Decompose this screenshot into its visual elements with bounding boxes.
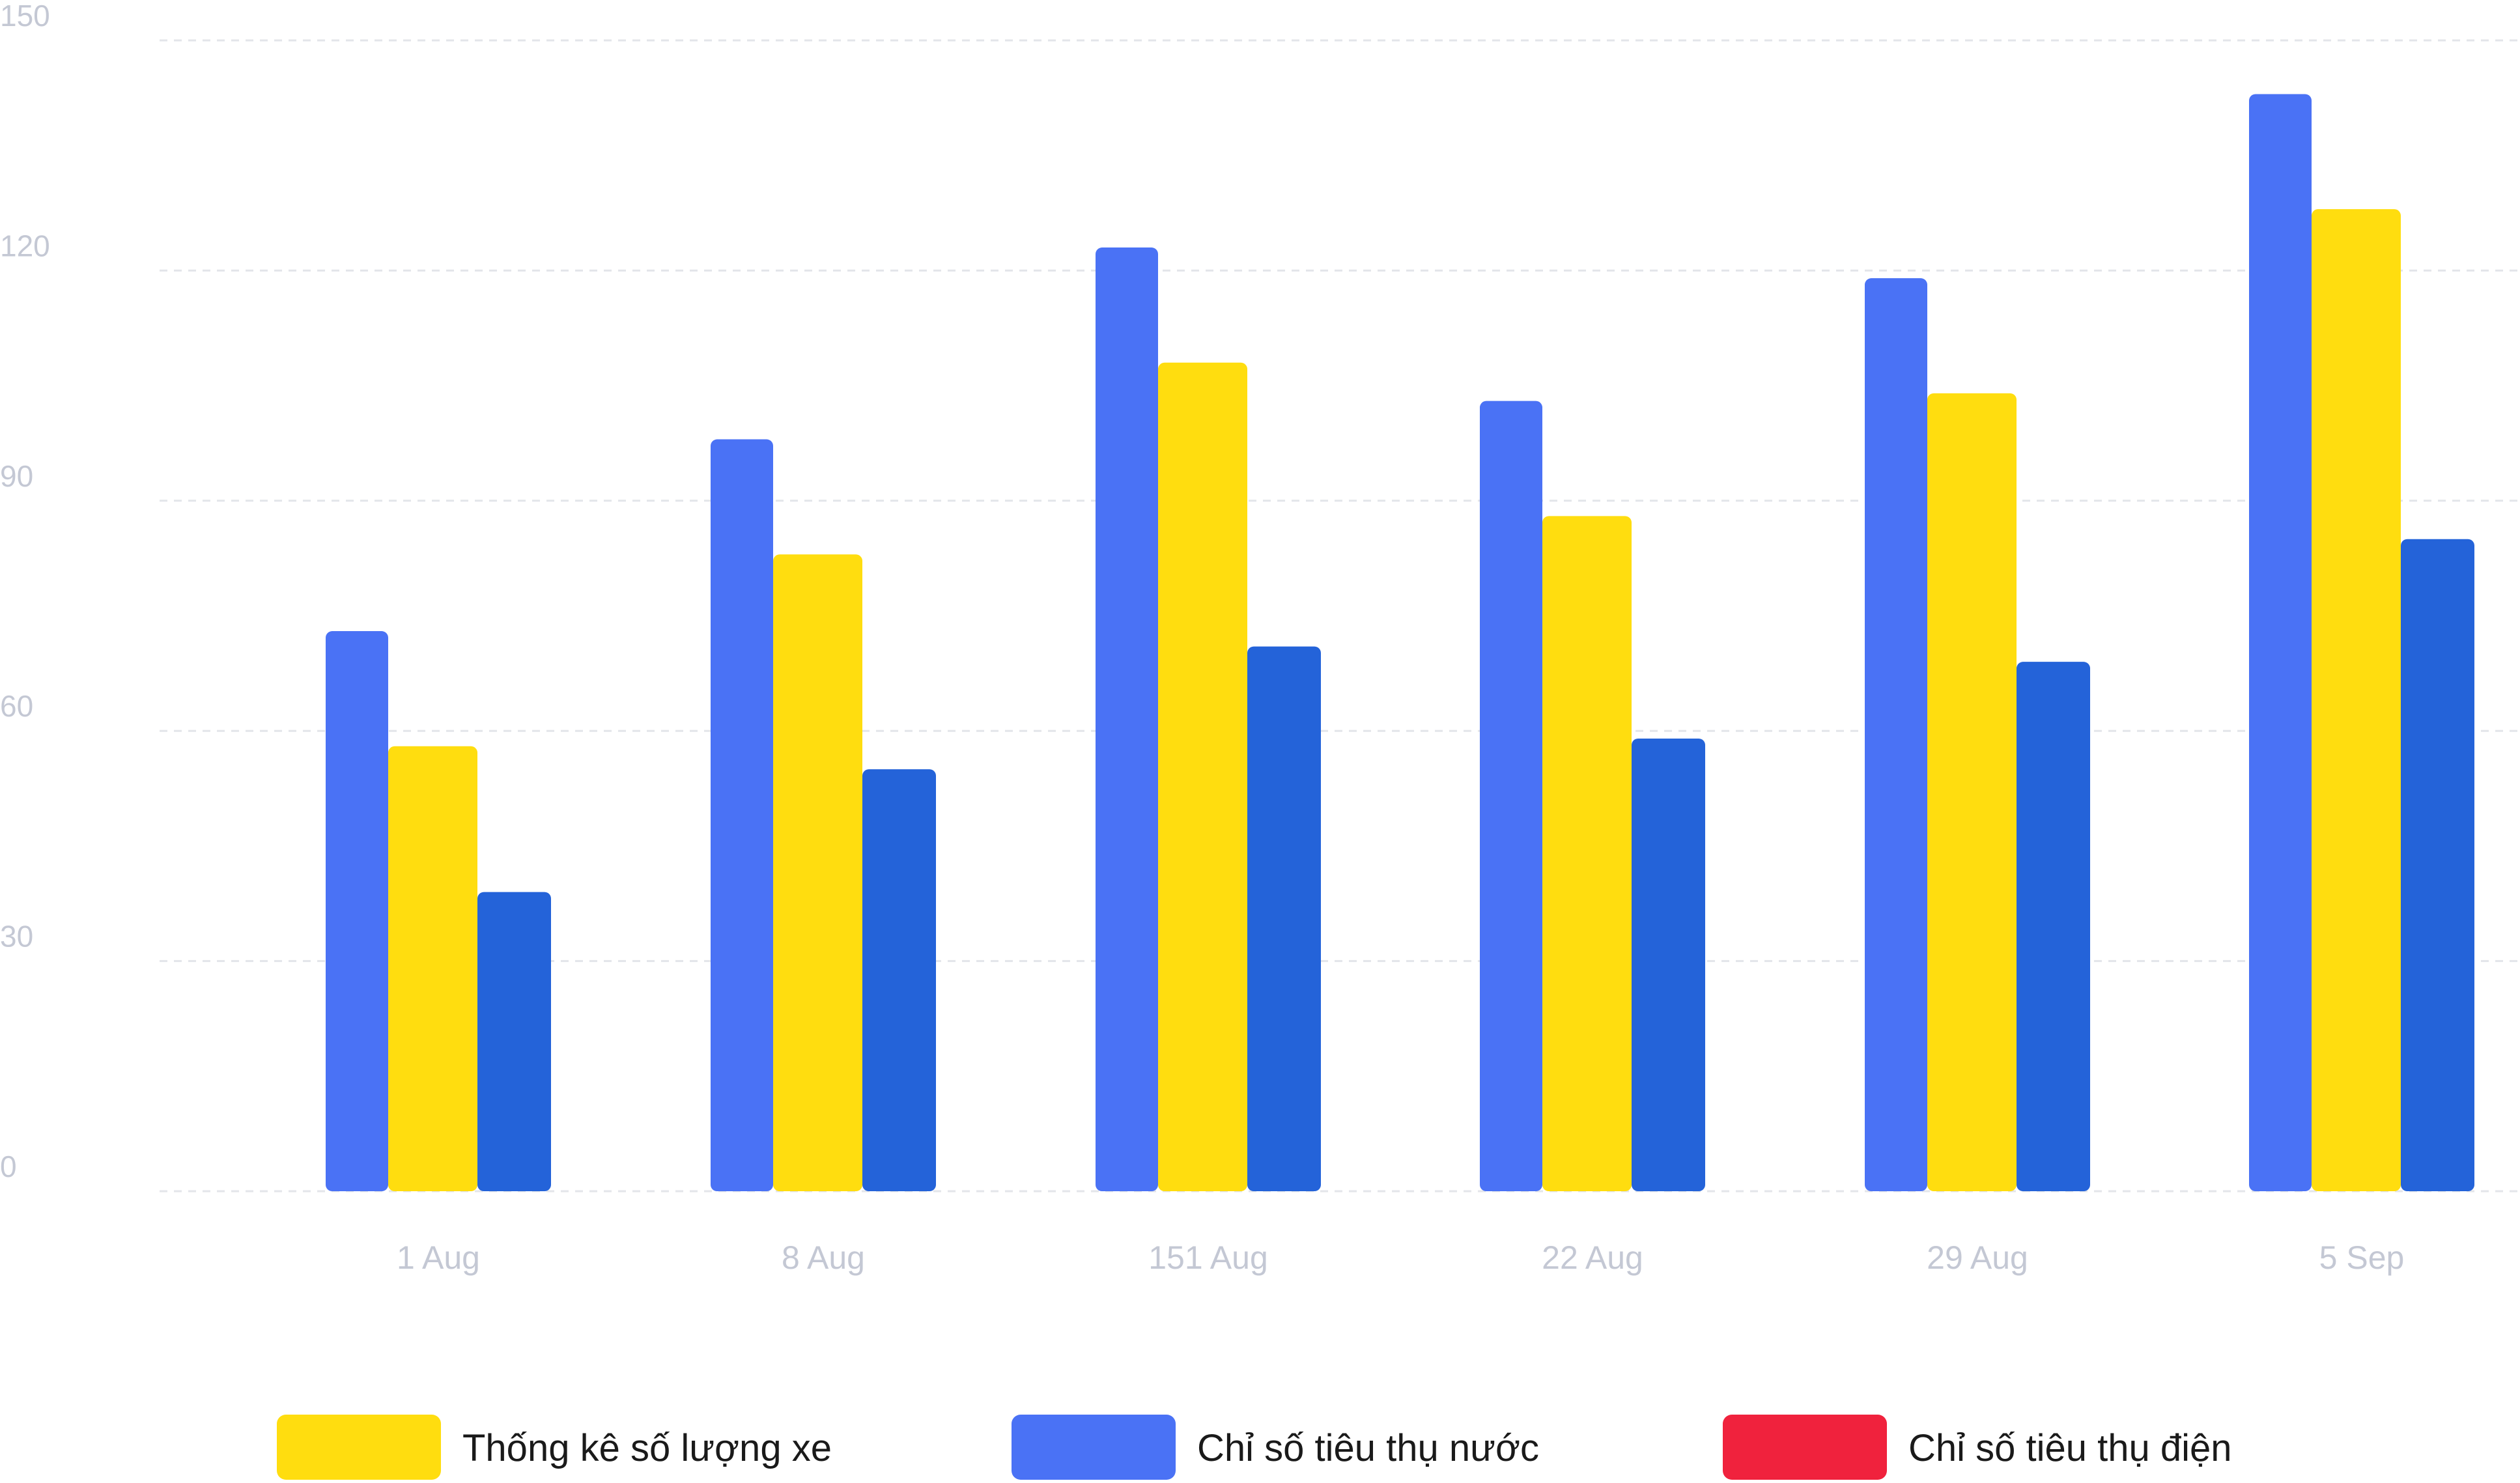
- bars: [326, 94, 2474, 1192]
- bar: [1158, 362, 1247, 1191]
- legend-swatch: [1723, 1415, 1887, 1480]
- y-tick-label: 90: [0, 459, 33, 493]
- bar: [1480, 401, 1542, 1192]
- x-tick-label: 29 Aug: [1927, 1239, 2028, 1276]
- bar: [862, 769, 936, 1191]
- bar: [1542, 516, 1632, 1191]
- bar: [1096, 247, 1158, 1191]
- bar: [477, 892, 551, 1191]
- y-tick-label: 60: [0, 689, 33, 723]
- bar: [1927, 393, 2017, 1191]
- bar: [1632, 738, 1705, 1191]
- bar: [2249, 94, 2312, 1192]
- x-tick-label: 22 Aug: [1542, 1239, 1643, 1276]
- y-tick-label: 150: [0, 0, 50, 33]
- grid-lines: [160, 39, 2520, 1193]
- legend-label: Thống kê số lượng xe: [462, 1427, 832, 1469]
- bar: [2312, 209, 2401, 1191]
- legend-label: Chỉ số tiêu thụ nước: [1197, 1427, 1539, 1469]
- x-tick-label: 5 Sep: [2319, 1239, 2405, 1276]
- x-axis-ticks: 1 Aug 8 Aug 151 Aug 22 Aug 29 Aug 5 Sep: [397, 1239, 2404, 1276]
- bar: [711, 439, 773, 1191]
- bar: [773, 554, 862, 1191]
- y-tick-label: 120: [0, 229, 50, 262]
- y-axis-ticks: 0 30 60 90 120 150: [0, 0, 50, 1183]
- x-tick-label: 1 Aug: [397, 1239, 480, 1276]
- y-tick-label: 0: [0, 1150, 17, 1183]
- bar: [2017, 662, 2090, 1191]
- legend-label: Chỉ số tiêu thụ điện: [1908, 1427, 2232, 1469]
- legend-swatch: [277, 1415, 441, 1480]
- bar: [388, 746, 477, 1191]
- x-tick-label: 151 Aug: [1148, 1239, 1268, 1276]
- bar: [2401, 539, 2474, 1191]
- x-tick-label: 8 Aug: [782, 1239, 865, 1276]
- legend-swatch: [1012, 1415, 1176, 1480]
- bar: [1865, 278, 1927, 1192]
- y-tick-label: 30: [0, 920, 33, 953]
- bar: [1247, 646, 1321, 1191]
- bar: [326, 631, 388, 1191]
- legend: Thống kê số lượng xe Chỉ số tiêu thụ nước…: [277, 1415, 2232, 1480]
